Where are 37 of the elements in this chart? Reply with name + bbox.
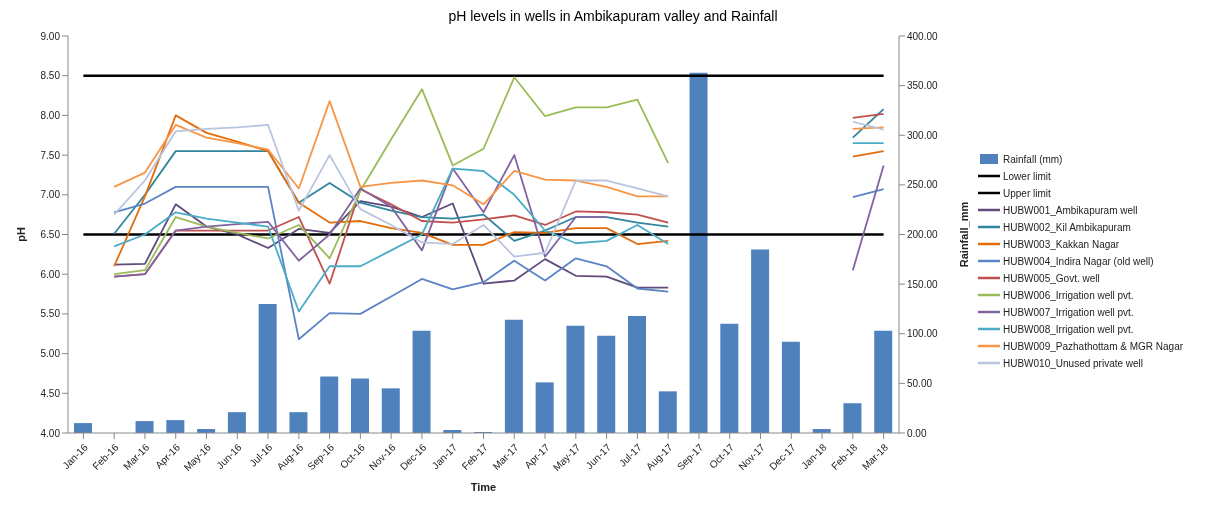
legend-label: HUBW002_Kil Ambikapuram <box>1003 220 1131 235</box>
y2-tick-label: 400.00 <box>907 30 939 42</box>
legend-label: HUBW001_Ambikapuram well <box>1003 203 1138 218</box>
y2-tick-label: 50.00 <box>907 377 933 389</box>
y2-tick-label: 350.00 <box>907 80 939 92</box>
legend-label: HUBW006_Irrigation well pvt. <box>1003 288 1134 303</box>
y-tick-label: 4.00 <box>40 427 61 439</box>
chart-title: pH levels in wells in Ambikapuram valley and Rainfall <box>447 8 779 24</box>
y-tick-label: 5.50 <box>40 308 61 320</box>
y-tick-label: 5.00 <box>40 348 61 360</box>
legend-label: HUBW004_Indira Nagar (old well) <box>1003 254 1154 269</box>
y-axis-title: pH <box>14 227 27 242</box>
y-tick-label: 4.50 <box>40 387 61 399</box>
y2-tick-label: 200.00 <box>907 229 939 241</box>
legend-label: Rainfall (mm) <box>1003 152 1063 167</box>
legend-label: HUBW005_Govt. well <box>1003 271 1100 286</box>
y2-tick-label: 300.00 <box>907 129 939 141</box>
legend-label: HUBW003_Kakkan Nagar <box>1003 237 1120 252</box>
legend-label: HUBW009_Pazhathottam & MGR Nagar <box>1003 339 1184 354</box>
y2-tick-label: 250.00 <box>907 179 939 191</box>
y-tick-label: 6.50 <box>40 229 61 241</box>
y-tick-label: 8.00 <box>40 109 61 121</box>
y-tick-label: 7.50 <box>40 149 61 161</box>
y-tick-label: 6.00 <box>40 268 61 280</box>
legend-label: Lower limit <box>1003 169 1051 184</box>
legend-label: Upper limit <box>1003 186 1051 201</box>
y-tick-label: 8.50 <box>40 70 61 82</box>
y2-axis-title: Rainfall_mm <box>957 201 970 268</box>
x-axis-title: Time <box>470 481 497 493</box>
y2-tick-label: 0.00 <box>907 427 927 439</box>
y2-tick-label: 100.00 <box>907 328 939 340</box>
legend-label: HUBW007_Irrigation well pvt. <box>1003 305 1134 320</box>
legend-label: HUBW010_Unused private well <box>1003 356 1144 371</box>
y2-tick-label: 150.00 <box>907 278 939 290</box>
y-tick-label: 9.00 <box>40 30 61 42</box>
legend-label: HUBW008_Irrigation well pvt. <box>1003 322 1134 337</box>
y-tick-label: 7.00 <box>40 189 61 201</box>
